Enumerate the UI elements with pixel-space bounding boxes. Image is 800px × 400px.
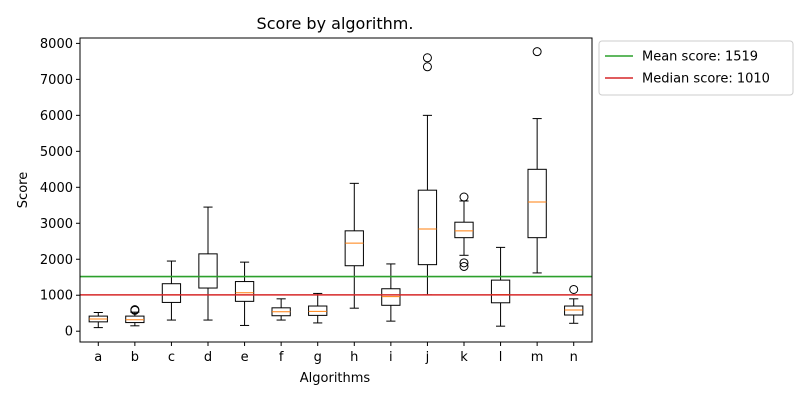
iqr-box [527, 168, 547, 239]
box-i [381, 263, 401, 322]
outlier-point [459, 261, 469, 271]
plot-area: 0 1000 2000 3000 4000 5000 6000 7000 8000 a b c d e f g… [40, 37, 593, 365]
legend-label: Mean score: 1519 [642, 50, 758, 65]
y-axis-label: Score [16, 172, 31, 208]
legend-frame [598, 40, 794, 96]
iqr-box [490, 279, 511, 304]
legend: Mean score: 1519 Median score: 1010 [598, 40, 794, 96]
box-b [125, 305, 145, 327]
iqr-box [161, 283, 182, 303]
box-l [490, 246, 511, 327]
iqr-box [564, 305, 584, 316]
outlier-point [532, 47, 542, 57]
outlier-point [422, 62, 432, 72]
outlier-point [130, 305, 140, 315]
box-n [564, 284, 584, 324]
x-tick-label: l [499, 350, 503, 365]
x-tick-label: d [204, 350, 212, 365]
iqr-box [454, 221, 474, 239]
box-j [417, 53, 438, 296]
outlier-point [569, 284, 579, 294]
iqr-box [344, 230, 364, 267]
x-tick-label: c [168, 350, 175, 365]
legend-label: Median score: 1010 [642, 72, 770, 87]
y-tick-label: 0 [65, 325, 73, 340]
y-tick-label: 6000 [40, 109, 73, 124]
y-tick-label: 2000 [40, 253, 73, 268]
x-axis-label: Algorithms [300, 371, 371, 386]
iqr-box [308, 305, 328, 316]
box-k [454, 192, 474, 271]
x-tick-label: m [531, 350, 544, 365]
outlier-point [459, 192, 469, 202]
x-tick-label: n [570, 350, 578, 365]
box-a [88, 311, 108, 329]
box-m [527, 47, 547, 274]
x-tick-label: j [425, 350, 430, 365]
box-f [271, 298, 291, 321]
outlier-point [422, 53, 432, 63]
x-tick-label: f [279, 350, 284, 365]
x-tick-label: k [460, 350, 468, 365]
y-tick-label: 5000 [40, 145, 73, 160]
y-tick-label: 1000 [40, 289, 73, 304]
x-tick-label: h [350, 350, 358, 365]
x-tick-label: g [314, 350, 322, 365]
y-tick-label: 7000 [40, 73, 73, 88]
x-tick-label: i [389, 350, 393, 365]
box-h [344, 182, 364, 309]
box-d [198, 206, 218, 321]
x-tick-label: b [131, 350, 139, 365]
iqr-box [234, 281, 255, 302]
x-tick-label: a [94, 350, 102, 365]
iqr-box [198, 253, 218, 289]
box-g [308, 292, 328, 324]
x-tick-label: e [241, 350, 249, 365]
plot-frame [79, 37, 593, 343]
box-e [234, 261, 255, 326]
box-c [161, 260, 182, 321]
y-tick-label: 8000 [40, 37, 73, 52]
y-tick-label: 3000 [40, 217, 73, 232]
chart-title: Score by algorithm. [257, 14, 414, 33]
outlier-point [459, 258, 469, 268]
iqr-box [417, 189, 438, 266]
y-tick-label: 4000 [40, 181, 73, 196]
